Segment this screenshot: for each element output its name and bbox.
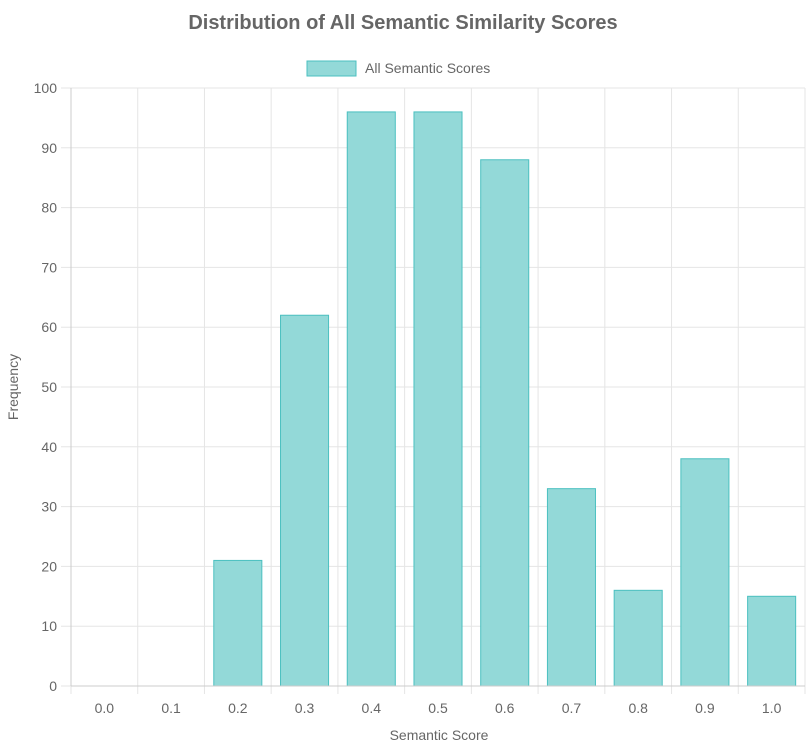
y-tick-label: 50 [41,379,57,395]
y-tick-label: 90 [41,140,57,156]
bar[interactable] [280,314,330,687]
y-axis-ticks: 0 10 20 30 40 50 60 70 80 90 100 [34,80,58,694]
x-tick-label: 0.5 [428,700,448,716]
y-tick-label: 10 [41,618,57,634]
x-tick-label: 0.0 [95,700,115,716]
bars [213,111,797,687]
bar[interactable] [213,559,263,687]
bar[interactable] [613,589,663,687]
bar[interactable] [413,111,463,687]
y-tick-label: 20 [41,558,57,574]
y-tick-label: 80 [41,200,57,216]
x-tick-label: 0.3 [295,700,315,716]
y-tick-label: 30 [41,499,57,515]
y-tick-label: 100 [34,80,58,96]
legend-label[interactable]: All Semantic Scores [365,60,490,76]
bar[interactable] [747,595,797,687]
x-tick-label: 0.9 [695,700,715,716]
x-axis-title: Semantic Score [390,727,489,743]
bar[interactable] [680,458,730,687]
y-tick-label: 0 [49,678,57,694]
x-axis-ticks: 0.0 0.1 0.2 0.3 0.4 0.5 0.6 0.7 0.8 0.9 1.0 [95,700,782,716]
x-tick-label: 0.7 [562,700,582,716]
x-tick-label: 0.2 [228,700,248,716]
chart-title: Distribution of All Semantic Similarity … [188,12,617,34]
legend-swatch[interactable] [306,60,357,77]
y-tick-label: 70 [41,259,57,275]
x-tick-label: 0.8 [628,700,648,716]
y-axis-title: Frequency [5,354,21,420]
x-tick-label: 0.6 [495,700,515,716]
x-tick-label: 0.1 [161,700,181,716]
x-tick-label: 1.0 [762,700,782,716]
y-tick-label: 60 [41,319,57,335]
bar[interactable] [480,159,530,687]
y-tick-label: 40 [41,439,57,455]
bar[interactable] [546,488,596,687]
axes [70,88,805,687]
x-tick-label: 0.4 [362,700,382,716]
legend[interactable]: All Semantic Scores [306,60,490,77]
bar[interactable] [346,111,396,687]
